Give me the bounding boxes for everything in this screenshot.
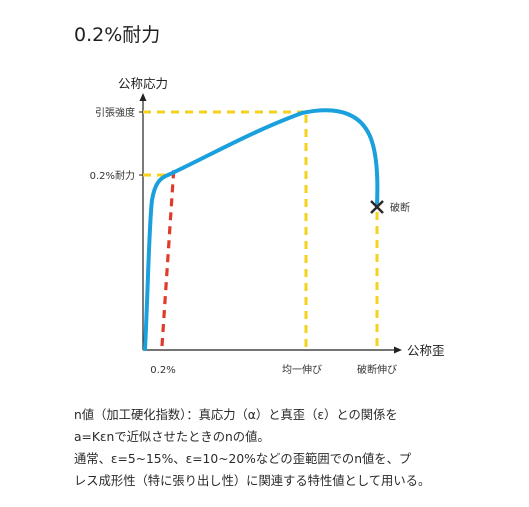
y-tick-label-tensile: 引張強度 bbox=[95, 106, 135, 119]
y-axis-arrow bbox=[139, 93, 147, 101]
fracture-marker bbox=[370, 200, 384, 214]
description: n値（加工硬化指数）：真応力（α）と真歪（ε）との関係を a=Kεnで近似させた… bbox=[74, 404, 504, 492]
offset-line bbox=[160, 165, 176, 347]
y-tick-label-proof: 0.2%耐力 bbox=[90, 169, 135, 182]
fracture-label: 破断 bbox=[390, 201, 410, 214]
x-axis-label: 公称歪 bbox=[407, 343, 445, 358]
x-tick-label-uniform: 均一伸び bbox=[282, 364, 322, 376]
description-line-2: a=Kεnで近似させたときのnの値。 bbox=[74, 430, 270, 444]
x-tick-label-offset: 0.2% bbox=[150, 365, 175, 376]
stress-strain-diagram: 公称応力 公称歪 引張強度 0.2%耐力 0.2% 均一伸び 破断伸び 破断 bbox=[90, 76, 445, 376]
description-line-3: 通常、ε=5~15%、ε=10~20%などの歪範囲でのn値を、プ bbox=[74, 452, 412, 466]
page-title: 0.2%耐力 bbox=[74, 24, 161, 46]
y-axis-label: 公称応力 bbox=[118, 76, 168, 91]
description-line-1: n値（加工硬化指数）：真応力（α）と真歪（ε）との関係を bbox=[74, 408, 398, 422]
description-line-4: レス成形性（特に張り出し性）に関連する特性値として用いる。 bbox=[74, 474, 431, 488]
stress-strain-curve bbox=[143, 108, 380, 351]
x-tick-label-fracture: 破断伸び bbox=[357, 363, 397, 376]
x-axis-arrow bbox=[394, 346, 402, 354]
